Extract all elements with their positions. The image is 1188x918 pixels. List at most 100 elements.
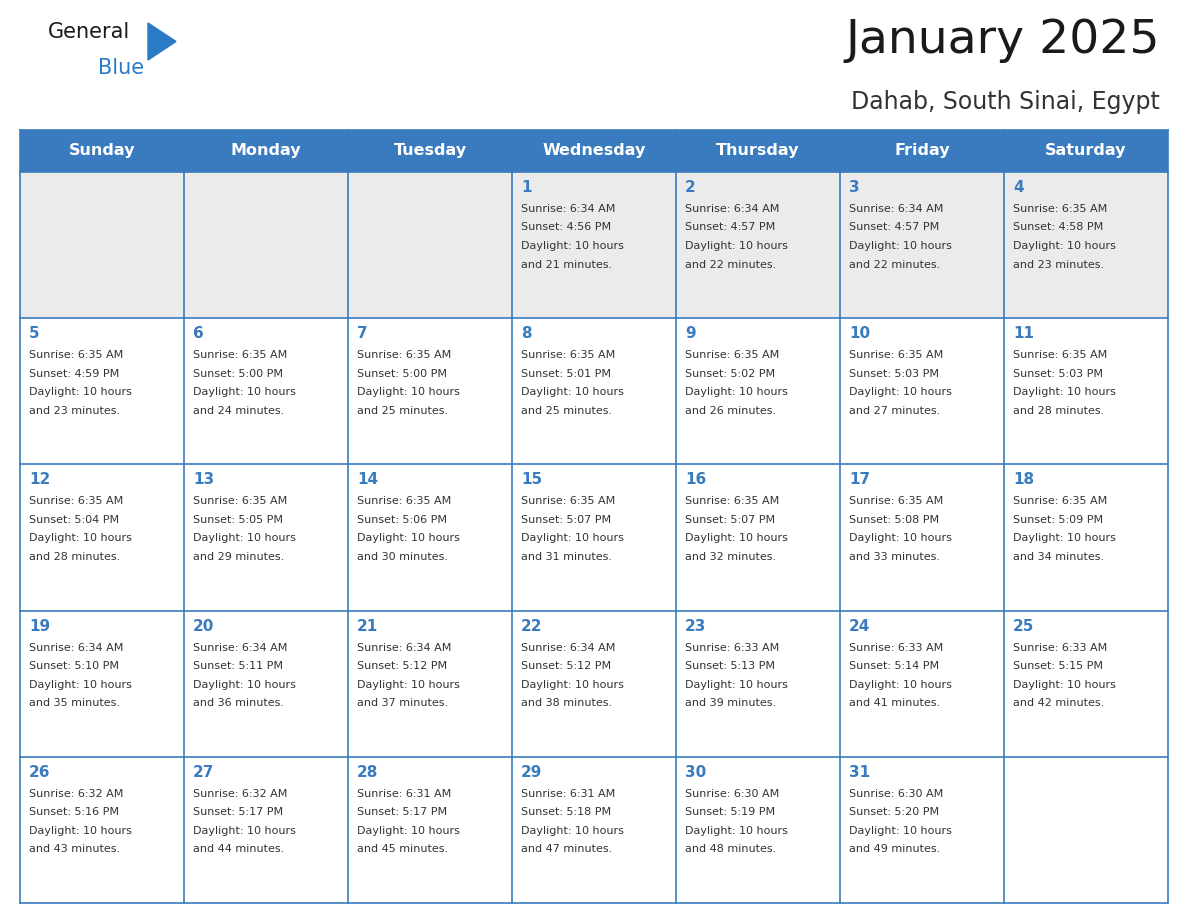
Text: Sunset: 5:12 PM: Sunset: 5:12 PM <box>522 661 611 671</box>
Text: Monday: Monday <box>230 143 302 159</box>
Text: January 2025: January 2025 <box>846 18 1159 63</box>
Text: Saturday: Saturday <box>1045 143 1126 159</box>
Text: Daylight: 10 hours: Daylight: 10 hours <box>522 387 624 397</box>
Text: Daylight: 10 hours: Daylight: 10 hours <box>685 826 788 835</box>
Text: 12: 12 <box>29 473 50 487</box>
Text: 18: 18 <box>1013 473 1034 487</box>
Text: and 25 minutes.: and 25 minutes. <box>522 406 612 416</box>
Text: Daylight: 10 hours: Daylight: 10 hours <box>849 387 952 397</box>
Text: and 41 minutes.: and 41 minutes. <box>849 698 940 708</box>
Text: Daylight: 10 hours: Daylight: 10 hours <box>358 679 460 689</box>
Text: Sunset: 5:20 PM: Sunset: 5:20 PM <box>849 807 940 817</box>
Text: 15: 15 <box>522 473 542 487</box>
Text: Sunrise: 6:31 AM: Sunrise: 6:31 AM <box>358 789 451 799</box>
Text: and 30 minutes.: and 30 minutes. <box>358 552 448 562</box>
Text: and 44 minutes.: and 44 minutes. <box>192 845 284 855</box>
Text: and 26 minutes.: and 26 minutes. <box>685 406 776 416</box>
Text: Sunset: 5:17 PM: Sunset: 5:17 PM <box>192 807 283 817</box>
Text: 20: 20 <box>192 619 214 633</box>
Text: Daylight: 10 hours: Daylight: 10 hours <box>849 533 952 543</box>
Text: Daylight: 10 hours: Daylight: 10 hours <box>685 679 788 689</box>
Text: Thursday: Thursday <box>716 143 800 159</box>
Text: Daylight: 10 hours: Daylight: 10 hours <box>1013 533 1116 543</box>
Text: Sunset: 5:17 PM: Sunset: 5:17 PM <box>358 807 447 817</box>
Text: Daylight: 10 hours: Daylight: 10 hours <box>29 679 132 689</box>
Text: Sunrise: 6:30 AM: Sunrise: 6:30 AM <box>849 789 943 799</box>
Text: Sunset: 5:03 PM: Sunset: 5:03 PM <box>1013 369 1102 379</box>
Text: Daylight: 10 hours: Daylight: 10 hours <box>358 387 460 397</box>
Text: 19: 19 <box>29 619 50 633</box>
Text: Daylight: 10 hours: Daylight: 10 hours <box>29 533 132 543</box>
Text: Sunset: 5:09 PM: Sunset: 5:09 PM <box>1013 515 1104 525</box>
Text: Sunrise: 6:35 AM: Sunrise: 6:35 AM <box>522 350 615 360</box>
Text: and 24 minutes.: and 24 minutes. <box>192 406 284 416</box>
Text: 4: 4 <box>1013 180 1024 195</box>
Text: Daylight: 10 hours: Daylight: 10 hours <box>192 826 296 835</box>
Text: Daylight: 10 hours: Daylight: 10 hours <box>192 679 296 689</box>
Text: Tuesday: Tuesday <box>393 143 467 159</box>
Text: and 31 minutes.: and 31 minutes. <box>522 552 612 562</box>
Text: Sunrise: 6:35 AM: Sunrise: 6:35 AM <box>1013 497 1107 507</box>
Text: Sunset: 5:14 PM: Sunset: 5:14 PM <box>849 661 940 671</box>
Text: Sunrise: 6:35 AM: Sunrise: 6:35 AM <box>849 350 943 360</box>
Text: Sunday: Sunday <box>69 143 135 159</box>
Text: Daylight: 10 hours: Daylight: 10 hours <box>1013 241 1116 251</box>
Text: Blue: Blue <box>97 58 144 78</box>
Text: Sunrise: 6:35 AM: Sunrise: 6:35 AM <box>192 350 287 360</box>
Text: Sunrise: 6:35 AM: Sunrise: 6:35 AM <box>1013 204 1107 214</box>
Text: and 32 minutes.: and 32 minutes. <box>685 552 776 562</box>
Bar <box>20 465 1168 610</box>
Text: Sunrise: 6:33 AM: Sunrise: 6:33 AM <box>1013 643 1107 653</box>
Text: Daylight: 10 hours: Daylight: 10 hours <box>522 241 624 251</box>
Text: General: General <box>48 22 131 42</box>
Text: Sunrise: 6:31 AM: Sunrise: 6:31 AM <box>522 789 615 799</box>
Text: 3: 3 <box>849 180 860 195</box>
Text: and 23 minutes.: and 23 minutes. <box>29 406 120 416</box>
Text: Daylight: 10 hours: Daylight: 10 hours <box>685 533 788 543</box>
Text: Sunrise: 6:35 AM: Sunrise: 6:35 AM <box>29 497 124 507</box>
Text: Daylight: 10 hours: Daylight: 10 hours <box>192 387 296 397</box>
Text: Sunset: 5:07 PM: Sunset: 5:07 PM <box>522 515 611 525</box>
Text: Sunrise: 6:35 AM: Sunrise: 6:35 AM <box>685 350 779 360</box>
Text: Sunrise: 6:35 AM: Sunrise: 6:35 AM <box>358 350 451 360</box>
Bar <box>20 610 1168 756</box>
Text: 26: 26 <box>29 765 51 779</box>
Text: Daylight: 10 hours: Daylight: 10 hours <box>192 533 296 543</box>
Text: Sunrise: 6:33 AM: Sunrise: 6:33 AM <box>849 643 943 653</box>
Text: 11: 11 <box>1013 326 1034 341</box>
Text: Sunset: 5:07 PM: Sunset: 5:07 PM <box>685 515 775 525</box>
Text: Sunset: 4:57 PM: Sunset: 4:57 PM <box>849 222 940 232</box>
Text: Sunrise: 6:34 AM: Sunrise: 6:34 AM <box>849 204 943 214</box>
Text: Sunrise: 6:34 AM: Sunrise: 6:34 AM <box>522 204 615 214</box>
Text: and 48 minutes.: and 48 minutes. <box>685 845 776 855</box>
Text: Sunrise: 6:34 AM: Sunrise: 6:34 AM <box>685 204 779 214</box>
Text: Sunset: 4:57 PM: Sunset: 4:57 PM <box>685 222 776 232</box>
Text: Sunset: 5:06 PM: Sunset: 5:06 PM <box>358 515 447 525</box>
Text: Daylight: 10 hours: Daylight: 10 hours <box>522 533 624 543</box>
Text: and 42 minutes.: and 42 minutes. <box>1013 698 1105 708</box>
Text: Sunrise: 6:35 AM: Sunrise: 6:35 AM <box>1013 350 1107 360</box>
Text: and 36 minutes.: and 36 minutes. <box>192 698 284 708</box>
Text: and 39 minutes.: and 39 minutes. <box>685 698 776 708</box>
Text: Sunset: 5:08 PM: Sunset: 5:08 PM <box>849 515 940 525</box>
Text: and 22 minutes.: and 22 minutes. <box>685 260 776 270</box>
Text: Sunset: 5:00 PM: Sunset: 5:00 PM <box>358 369 447 379</box>
Text: Dahab, South Sinai, Egypt: Dahab, South Sinai, Egypt <box>851 90 1159 114</box>
Text: Daylight: 10 hours: Daylight: 10 hours <box>29 826 132 835</box>
Text: 30: 30 <box>685 765 706 779</box>
Text: 9: 9 <box>685 326 696 341</box>
Text: Sunrise: 6:33 AM: Sunrise: 6:33 AM <box>685 643 779 653</box>
Text: Sunrise: 6:35 AM: Sunrise: 6:35 AM <box>685 497 779 507</box>
Text: 10: 10 <box>849 326 870 341</box>
Text: Sunrise: 6:32 AM: Sunrise: 6:32 AM <box>192 789 287 799</box>
Text: and 22 minutes.: and 22 minutes. <box>849 260 940 270</box>
Text: Sunset: 5:05 PM: Sunset: 5:05 PM <box>192 515 283 525</box>
Text: 31: 31 <box>849 765 870 779</box>
Text: 8: 8 <box>522 326 531 341</box>
Bar <box>20 319 1168 465</box>
Text: Sunrise: 6:34 AM: Sunrise: 6:34 AM <box>192 643 287 653</box>
Text: Daylight: 10 hours: Daylight: 10 hours <box>1013 387 1116 397</box>
Text: Sunset: 5:13 PM: Sunset: 5:13 PM <box>685 661 775 671</box>
Text: Sunset: 5:03 PM: Sunset: 5:03 PM <box>849 369 939 379</box>
Text: 23: 23 <box>685 619 707 633</box>
